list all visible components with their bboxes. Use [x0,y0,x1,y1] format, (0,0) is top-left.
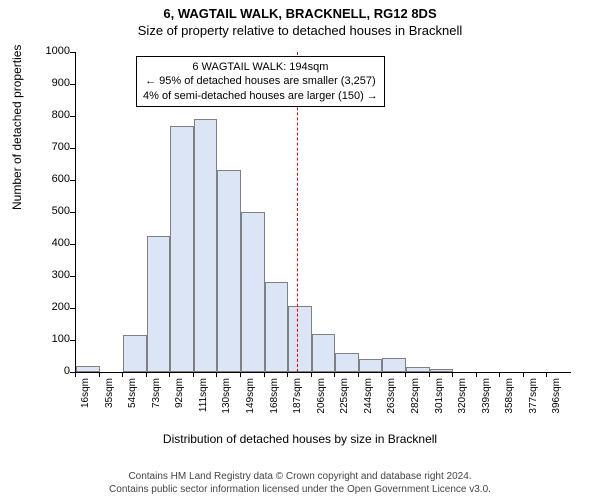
annotation-line-2: ← 95% of detached houses are smaller (3,… [143,74,378,88]
y-tick-label: 200 [30,302,70,313]
histogram-bar [147,236,171,372]
footer-line-1: Contains HM Land Registry data © Crown c… [0,470,600,483]
chart-container: 6, WAGTAIL WALK, BRACKNELL, RG12 8DS Siz… [0,0,600,500]
x-tick-mark [452,372,453,377]
y-tick-label: 700 [30,142,70,153]
x-tick-label: 130sqm [221,378,232,428]
title-subtitle: Size of property relative to detached ho… [0,21,600,38]
x-tick-mark [169,372,170,377]
x-tick-mark [499,372,500,377]
x-tick-label: 263sqm [386,378,397,428]
annotation-line-1: 6 WAGTAIL WALK: 194sqm [143,60,378,74]
y-tick-mark [70,276,75,277]
x-tick-label: 358sqm [504,378,515,428]
y-tick-label: 800 [30,110,70,121]
x-axis-label: Distribution of detached houses by size … [0,432,600,446]
y-tick-label: 100 [30,334,70,345]
x-tick-mark [523,372,524,377]
x-tick-label: 320sqm [457,378,468,428]
x-tick-label: 111sqm [198,378,209,428]
y-axis-label: Number of detached properties [10,45,24,210]
y-tick-label: 1000 [30,46,70,57]
histogram-bar [288,306,312,372]
y-tick-mark [70,116,75,117]
x-tick-label: 92sqm [174,378,185,428]
x-tick-label: 396sqm [551,378,562,428]
x-tick-mark [264,372,265,377]
x-tick-mark [193,372,194,377]
x-tick-mark [146,372,147,377]
histogram-bar [312,334,336,372]
y-tick-mark [70,52,75,53]
histogram-bar [359,359,383,372]
x-tick-mark [122,372,123,377]
x-tick-label: 282sqm [410,378,421,428]
histogram-bar [76,366,100,372]
histogram-bar [430,369,454,372]
x-tick-label: 35sqm [104,378,115,428]
x-tick-label: 149sqm [245,378,256,428]
x-tick-label: 244sqm [363,378,374,428]
x-tick-mark [358,372,359,377]
x-tick-label: 187sqm [292,378,303,428]
chart-plot-area: 6 WAGTAIL WALK: 194sqm ← 95% of detached… [75,52,571,373]
annotation-box: 6 WAGTAIL WALK: 194sqm ← 95% of detached… [136,56,385,107]
y-tick-mark [70,84,75,85]
x-tick-label: 377sqm [528,378,539,428]
x-tick-label: 54sqm [127,378,138,428]
title-address: 6, WAGTAIL WALK, BRACKNELL, RG12 8DS [0,0,600,21]
histogram-bar [194,119,218,372]
histogram-bar [217,170,241,372]
y-tick-label: 900 [30,78,70,89]
y-tick-label: 600 [30,174,70,185]
x-tick-mark [476,372,477,377]
y-tick-mark [70,308,75,309]
histogram-bar [170,126,194,372]
x-tick-label: 16sqm [80,378,91,428]
y-tick-label: 300 [30,270,70,281]
x-tick-label: 225sqm [339,378,350,428]
x-tick-mark [99,372,100,377]
footer-line-2: Contains public sector information licen… [0,483,600,496]
y-tick-label: 0 [30,366,70,377]
x-tick-label: 168sqm [269,378,280,428]
histogram-bar [382,358,406,372]
footer-attribution: Contains HM Land Registry data © Crown c… [0,470,600,496]
x-tick-mark [240,372,241,377]
x-tick-label: 206sqm [316,378,327,428]
histogram-bar [335,353,359,372]
x-tick-mark [311,372,312,377]
x-tick-mark [429,372,430,377]
y-tick-mark [70,244,75,245]
x-tick-mark [287,372,288,377]
y-tick-label: 500 [30,206,70,217]
histogram-bar [241,212,265,372]
x-tick-label: 301sqm [434,378,445,428]
y-tick-label: 400 [30,238,70,249]
x-tick-label: 339sqm [481,378,492,428]
y-tick-mark [70,212,75,213]
x-tick-mark [75,372,76,377]
x-tick-mark [334,372,335,377]
x-tick-mark [216,372,217,377]
y-tick-mark [70,180,75,181]
x-tick-mark [546,372,547,377]
histogram-bar [406,367,430,372]
x-tick-mark [405,372,406,377]
x-tick-label: 73sqm [151,378,162,428]
y-tick-mark [70,340,75,341]
annotation-line-3: 4% of semi-detached houses are larger (1… [143,89,378,103]
x-tick-mark [381,372,382,377]
histogram-bar [123,335,147,372]
y-tick-mark [70,148,75,149]
histogram-bar [265,282,289,372]
